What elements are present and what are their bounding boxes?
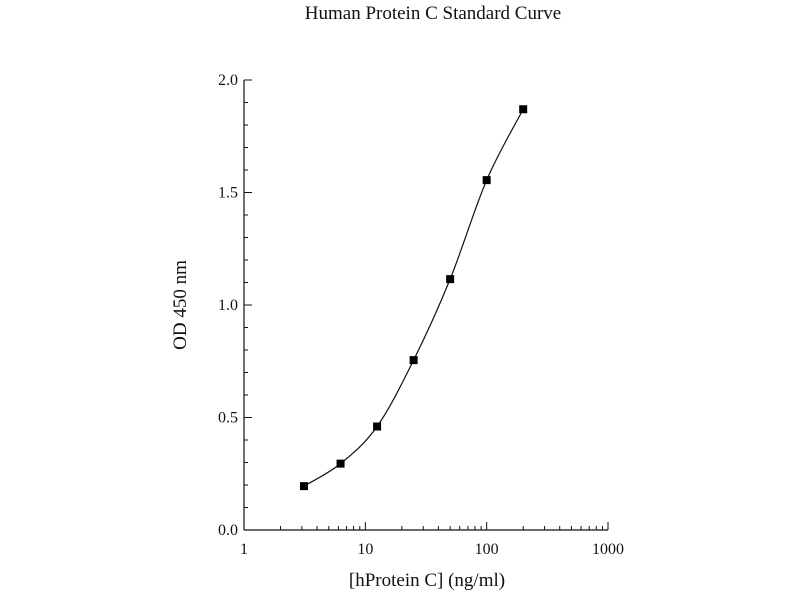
chart-title: Human Protein C Standard Curve	[305, 3, 561, 24]
y-axis-label: OD 450 nm	[170, 260, 191, 350]
data-point	[446, 275, 455, 284]
y-axis-ticks: 0.0 0.5 1.0 1.5 2.0	[218, 72, 252, 539]
plot-area: 0.0 0.5 1.0 1.5 2.0 1 10 100 1000	[218, 72, 624, 558]
fit-curve-line	[303, 108, 524, 487]
x-tick-label: 100	[475, 541, 499, 558]
x-axis-ticks: 1 10 100 1000	[240, 522, 624, 558]
data-points	[299, 105, 528, 491]
data-point	[482, 176, 491, 185]
data-point	[519, 105, 528, 114]
y-tick-label: 0.0	[218, 522, 238, 539]
y-tick-label: 1.0	[218, 297, 238, 314]
x-tick-label: 1000	[592, 541, 624, 558]
data-point	[373, 422, 382, 431]
x-tick-label: 10	[357, 541, 373, 558]
data-point	[409, 356, 418, 365]
y-tick-label: 0.5	[218, 410, 238, 427]
x-axis-label: [hProtein C] (ng/ml)	[349, 570, 505, 591]
data-point	[299, 482, 308, 491]
x-tick-label: 1	[240, 541, 248, 558]
y-tick-label: 1.5	[218, 185, 238, 202]
data-point	[336, 459, 345, 468]
y-tick-label: 2.0	[218, 72, 238, 89]
